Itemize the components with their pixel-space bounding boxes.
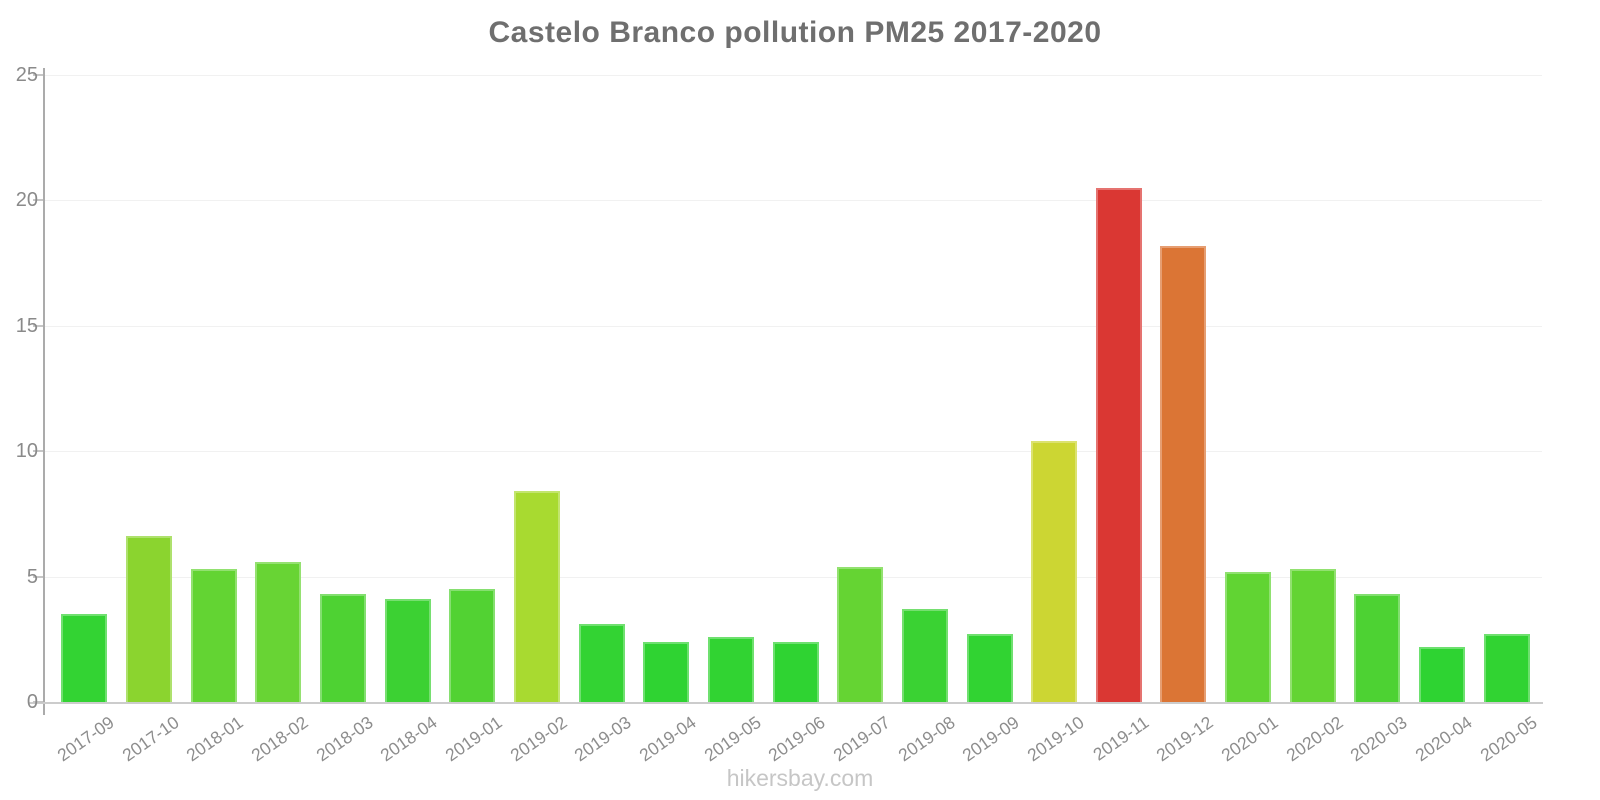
bar-slot-2017-09: 2017-09 [52, 75, 118, 765]
x-tick-label: 2019-11 [1089, 712, 1153, 765]
bar-2019-05[interactable] [707, 636, 754, 702]
bar-slot-2020-02: 2020-02 [1280, 75, 1346, 765]
y-tick-label: 25 [15, 64, 38, 86]
x-tick-label: 2020-02 [1282, 712, 1347, 766]
x-tick-label: 2019-06 [764, 712, 830, 766]
x-tick-label: 2017-09 [53, 712, 118, 766]
bar-slot-2020-05: 2020-05 [1474, 75, 1540, 765]
bar-slot-2019-11: 2019-11 [1087, 75, 1152, 764]
bar-2018-01[interactable] [190, 569, 237, 702]
x-tick-label: 2019-09 [958, 712, 1023, 766]
x-tick-label: 2020-01 [1217, 712, 1282, 766]
y-axis-line [43, 68, 45, 715]
plot-area: 2017-09 2017-10 2018-01 2018-02 2018-03 2018-… [28, 68, 1543, 765]
bar-slot-2019-05: 2019-05 [699, 75, 764, 765]
chart-title: Castelo Branco pollution PM25 2017-2020 [488, 16, 1102, 49]
y-axis-tick [33, 701, 43, 703]
x-tick-label: 2019-04 [635, 712, 700, 766]
x-tick-label: 2019-01 [441, 712, 506, 766]
gridline [45, 200, 1542, 202]
bar-slot-2018-02: 2018-02 [246, 75, 312, 765]
y-axis-tick [33, 74, 43, 76]
y-tick-label: 5 [26, 565, 38, 588]
bar-slot-2017-10: 2017-10 [117, 75, 182, 765]
x-tick-label: 2019-12 [1152, 712, 1217, 766]
x-tick-label: 2020-03 [1346, 712, 1411, 766]
bar-slot-2020-01: 2020-01 [1216, 75, 1282, 765]
x-tick-label: 2019-08 [894, 712, 959, 766]
bar-2020-02[interactable] [1289, 569, 1336, 702]
bar-2019-01[interactable] [449, 589, 496, 702]
y-axis-tick [33, 199, 43, 202]
bar-2020-04[interactable] [1419, 646, 1466, 702]
bar-2018-03[interactable] [319, 594, 366, 702]
bar-slot-2020-03: 2020-03 [1345, 75, 1411, 765]
bar-2018-02[interactable] [255, 561, 302, 702]
bar-2019-10[interactable] [1031, 441, 1078, 702]
bar-2019-11[interactable] [1095, 187, 1142, 702]
bar-2020-03[interactable] [1354, 594, 1401, 702]
x-tick-label: 2020-05 [1476, 712, 1541, 766]
bar-2019-12[interactable] [1160, 245, 1207, 702]
bar-2017-10[interactable] [125, 536, 172, 702]
bar-slot-2019-07: 2019-07 [828, 75, 894, 765]
x-axis-line [28, 702, 1543, 704]
x-tick-label: 2018-01 [183, 712, 248, 766]
x-tick-label: 2019-10 [1023, 712, 1088, 766]
x-tick-label: 2018-02 [247, 712, 312, 766]
x-tick-label: 2019-03 [570, 712, 636, 766]
y-tick-label: 15 [15, 314, 38, 337]
y-axis-tick [33, 450, 43, 453]
bar-slot-2020-04: 2020-04 [1410, 75, 1476, 765]
watermark: hikersbay.com [726, 765, 874, 791]
bar-2019-09[interactable] [966, 634, 1013, 702]
bar-2017-09[interactable] [61, 614, 108, 702]
x-tick-label: 2019-07 [829, 712, 894, 766]
bars-row: 2017-09 2017-10 2018-01 2018-02 2018-03 2018-… [52, 75, 1540, 765]
bar-slot-2019-08: 2019-08 [893, 75, 958, 765]
gridline [45, 75, 1542, 76]
y-tick-label: 10 [15, 440, 38, 463]
bar-2020-05[interactable] [1483, 634, 1530, 702]
bar-2019-02[interactable] [513, 491, 560, 702]
bar-slot-2019-03: 2019-03 [569, 75, 635, 765]
bar-slot-2019-06: 2019-06 [763, 75, 829, 765]
x-tick-label: 2019-05 [700, 712, 765, 766]
bar-slot-2018-03: 2018-03 [311, 75, 376, 765]
y-axis-tick [33, 324, 43, 327]
bar-2019-04[interactable] [643, 641, 690, 702]
bar-slot-2018-04: 2018-04 [375, 75, 441, 765]
x-tick-label: 2019-02 [506, 712, 571, 766]
bar-2018-04[interactable] [384, 599, 431, 702]
bar-slot-2019-10: 2019-10 [1022, 75, 1088, 765]
gridline [45, 451, 1542, 453]
bar-2019-08[interactable] [901, 609, 948, 702]
x-tick-label: 2017-10 [118, 712, 183, 766]
bar-2019-06[interactable] [772, 641, 819, 702]
gridline [45, 576, 1542, 578]
x-tick-label: 2020-04 [1411, 712, 1476, 766]
bar-slot-2018-01: 2018-01 [181, 75, 247, 765]
x-tick-label: 2018-04 [376, 712, 442, 766]
bar-slot-2019-02: 2019-02 [505, 75, 570, 765]
bar-slot-2019-04: 2019-04 [634, 75, 700, 765]
x-tick-label: 2018-03 [312, 712, 377, 766]
y-tick-label: 0 [26, 691, 38, 713]
gridline [45, 325, 1542, 327]
bar-slot-2019-12: 2019-12 [1151, 75, 1217, 765]
bar-2019-03[interactable] [578, 624, 625, 702]
bar-2020-01[interactable] [1225, 571, 1272, 702]
y-tick-label: 20 [15, 189, 38, 212]
bar-slot-2019-09: 2019-09 [957, 75, 1023, 765]
bar-slot-2019-01: 2019-01 [440, 75, 506, 765]
y-axis-tick [33, 575, 43, 578]
y-axis-labels: 0 5 10 15 20 25 [0, 64, 38, 713]
bar-2019-07[interactable] [837, 566, 884, 702]
